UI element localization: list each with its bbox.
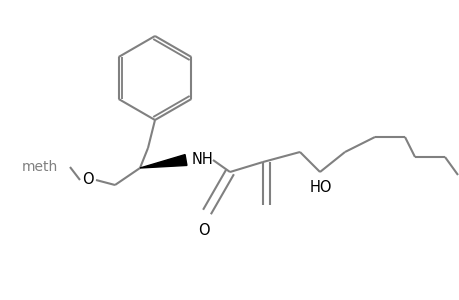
Text: NH: NH xyxy=(191,152,213,167)
Text: O: O xyxy=(198,223,209,238)
Text: meth: meth xyxy=(22,160,58,174)
Text: O: O xyxy=(82,172,94,188)
Polygon shape xyxy=(140,154,186,168)
Text: HO: HO xyxy=(309,180,332,195)
